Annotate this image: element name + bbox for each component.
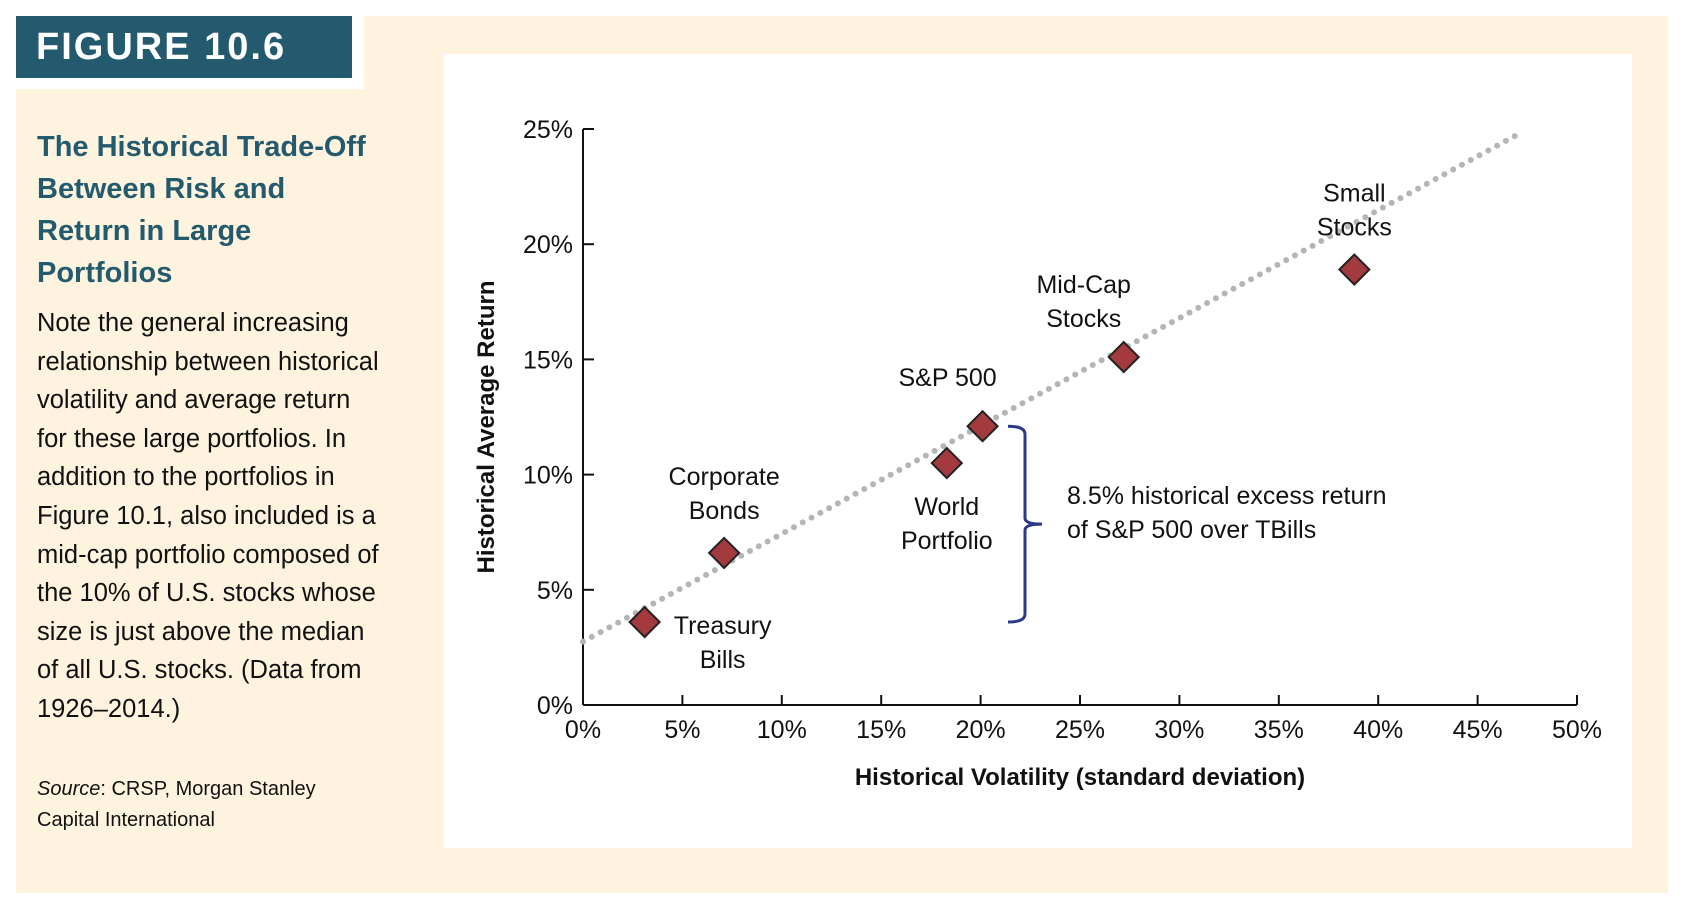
annotation-text: 8.5% historical excess return <box>1067 482 1387 510</box>
x-tick-label: 25% <box>1055 716 1105 744</box>
y-tick-label: 0% <box>537 692 573 720</box>
caption-body: Note the general increasing relationship… <box>37 309 379 723</box>
x-tick-label: 40% <box>1353 716 1403 744</box>
source-text: : CRSP, Morgan Stanley Capital Internati… <box>37 778 316 831</box>
x-tick-label: 30% <box>1154 716 1204 744</box>
x-tick-label: 35% <box>1254 716 1304 744</box>
point-label: Bills <box>700 646 746 674</box>
data-point <box>930 446 964 480</box>
y-tick-label: 20% <box>523 231 573 259</box>
data-point <box>1337 253 1371 286</box>
x-tick-label: 0% <box>565 716 601 744</box>
point-label: Portfolio <box>901 527 993 555</box>
x-axis-title: Historical Volatility (standard deviatio… <box>855 764 1305 791</box>
x-tick-label: 10% <box>757 716 807 744</box>
plot-area <box>444 54 1632 848</box>
point-label: Stocks <box>1046 305 1121 333</box>
y-tick-label: 15% <box>523 346 573 374</box>
y-tick-label: 5% <box>537 577 573 605</box>
point-label: Treasury <box>674 612 772 640</box>
x-tick-label: 15% <box>856 716 906 744</box>
x-tick-label: 20% <box>956 716 1006 744</box>
y-tick-label: 10% <box>523 462 573 490</box>
caption-title: The Historical Trade-Off Between Risk an… <box>37 131 366 289</box>
annotation-text: of S&P 500 over TBills <box>1067 516 1316 544</box>
y-tick-label: 25% <box>523 116 573 144</box>
data-point <box>628 605 662 639</box>
x-tick-label: 5% <box>664 716 700 744</box>
point-label: Stocks <box>1317 214 1392 242</box>
figure-label: FIGURE 10.6 <box>16 16 352 78</box>
source-label: Source <box>37 778 101 800</box>
point-label: Corporate <box>669 463 780 491</box>
point-label: Small <box>1323 180 1386 208</box>
data-point <box>1107 340 1141 374</box>
x-tick-label: 45% <box>1453 716 1503 744</box>
bracket <box>1007 424 1043 624</box>
y-axis-title: Historical Average Return <box>473 281 500 574</box>
source-note: Source: CRSP, Morgan Stanley Capital Int… <box>37 774 367 836</box>
point-label: Bonds <box>689 497 760 525</box>
data-point <box>966 409 1000 443</box>
point-label: S&P 500 <box>898 364 996 392</box>
point-label: World <box>914 493 979 521</box>
data-point <box>707 536 741 570</box>
trend-line <box>580 130 1523 645</box>
x-tick-label: 50% <box>1552 716 1602 744</box>
point-label: Mid-Cap <box>1036 271 1130 299</box>
